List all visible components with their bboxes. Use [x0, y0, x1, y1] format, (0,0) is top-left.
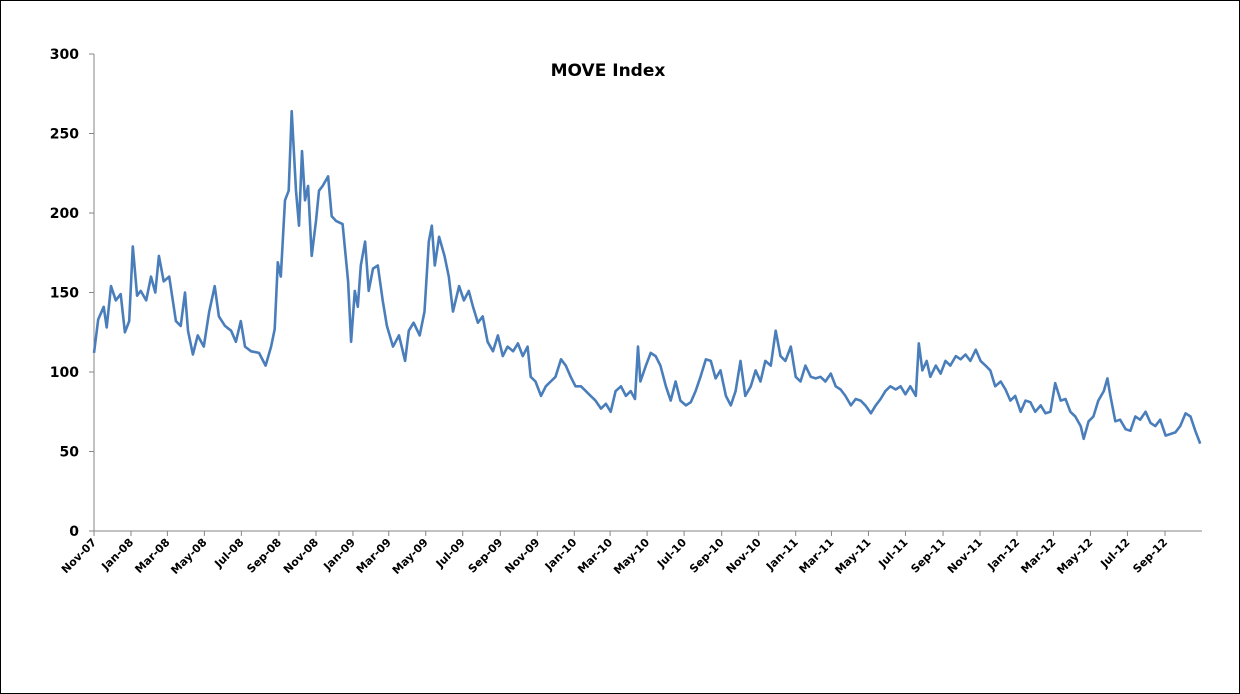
x-tick-label: Mar-11 [797, 536, 837, 576]
x-tick-label: Jul-10 [654, 536, 689, 571]
x-tick-label: Nov-07 [59, 536, 99, 576]
y-tick-label: 50 [60, 445, 80, 461]
x-tick-label: Sep-09 [466, 536, 506, 576]
x-tick-label: Mar-10 [575, 536, 615, 576]
x-tick-label: Jan-08 [98, 536, 136, 574]
y-tick-label: 100 [50, 365, 79, 381]
x-tick-label: Jul-12 [1097, 536, 1132, 571]
x-tick-label: Jul-11 [876, 536, 911, 571]
x-tick-label: Sep-10 [687, 536, 727, 576]
x-tick-label: Sep-11 [908, 536, 948, 576]
series-move-index [92, 109, 1202, 445]
y-tick-label: 200 [50, 206, 79, 222]
y-tick-label: 300 [50, 47, 79, 63]
x-tick-label: Mar-12 [1018, 536, 1058, 576]
x-tick-label: Nov-09 [502, 536, 542, 576]
series-line [92, 109, 1202, 445]
x-tick-label: Jul-09 [433, 536, 468, 571]
x-tick-label: Nov-08 [281, 536, 321, 576]
chart-title: MOVE Index [551, 61, 666, 81]
x-tick-label: Sep-08 [244, 536, 284, 576]
x-tick-label: May-08 [168, 536, 209, 577]
y-tick-label: 0 [69, 524, 79, 540]
y-tick-label: 150 [50, 286, 79, 302]
x-tick-label: Mar-08 [132, 536, 172, 576]
x-tick-label: Jan-09 [320, 536, 358, 574]
x-tick-label: Nov-11 [945, 536, 985, 576]
x-tick-label: Mar-09 [354, 536, 394, 576]
x-tick-label: Jan-10 [542, 536, 580, 574]
x-tick-label: Sep-12 [1130, 536, 1170, 576]
x-tick-label: May-09 [390, 536, 431, 577]
x-tick-label: Nov-10 [724, 536, 764, 576]
y-tick-label: 250 [50, 127, 79, 143]
x-tick-label: May-11 [833, 536, 874, 577]
x-tick-label: May-12 [1054, 536, 1095, 577]
x-tick-label: May-10 [611, 536, 652, 577]
x-tick-label: Jan-12 [985, 536, 1023, 574]
x-tick-label: Jan-11 [763, 536, 801, 574]
y-axis: 0 50 100 150 200 250 300 [50, 47, 95, 540]
x-tick-label: Jul-08 [211, 536, 246, 571]
